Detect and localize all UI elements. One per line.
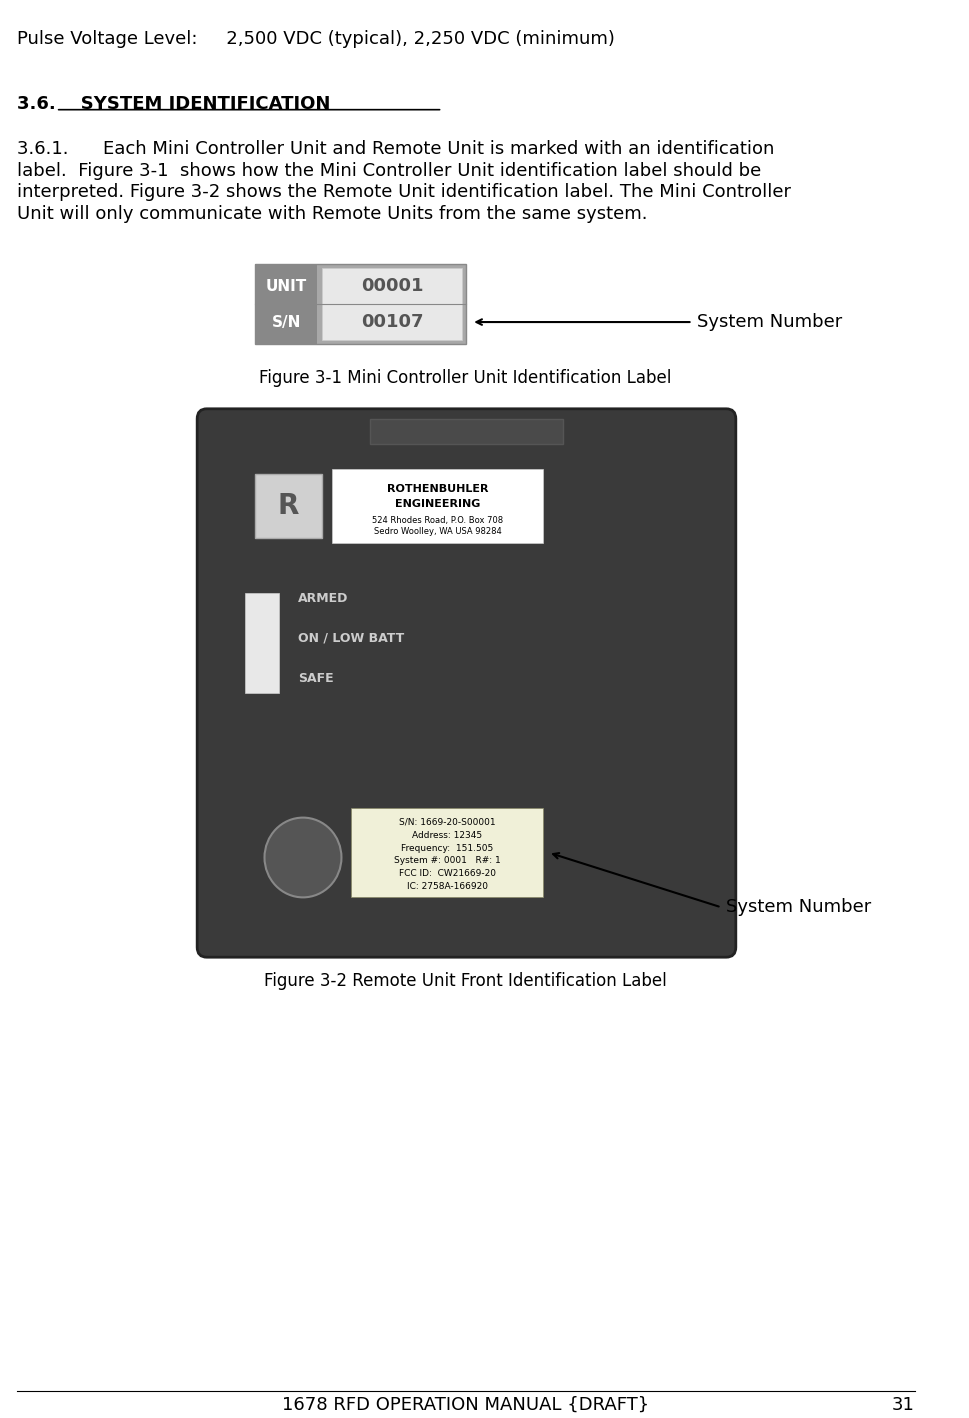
Bar [331, 468, 544, 543]
Text: 3.6.    SYSTEM IDENTIFICATION: 3.6. SYSTEM IDENTIFICATION [17, 95, 330, 112]
Text: System Number: System Number [726, 899, 871, 916]
Bar [351, 808, 544, 898]
Bar [255, 264, 466, 345]
Bar [370, 418, 563, 444]
Text: label.  Figure 3-1  shows how the Mini Controller Unit identification label shou: label. Figure 3-1 shows how the Mini Con… [17, 162, 762, 180]
Text: Sedro Woolley, WA USA 98284: Sedro Woolley, WA USA 98284 [374, 527, 502, 536]
Text: 00001: 00001 [360, 277, 423, 295]
Text: Pulse Voltage Level:     2,500 VDC (typical), 2,250 VDC (minimum): Pulse Voltage Level: 2,500 VDC (typical)… [17, 30, 615, 48]
Text: 524 Rhodes Road, P.O. Box 708: 524 Rhodes Road, P.O. Box 708 [372, 516, 503, 525]
Text: System #: 0001   R#: 1: System #: 0001 R#: 1 [393, 856, 501, 865]
Text: 00107: 00107 [360, 313, 423, 330]
Text: interpreted. Figure 3-2 shows the Remote Unit identification label. The Mini Con: interpreted. Figure 3-2 shows the Remote… [17, 183, 792, 201]
Text: Address: 12345: Address: 12345 [412, 831, 483, 839]
Text: ENGINEERING: ENGINEERING [395, 499, 481, 509]
Text: S/N: S/N [271, 315, 300, 329]
Text: ROTHENBUHLER: ROTHENBUHLER [387, 484, 488, 493]
Text: 31: 31 [891, 1395, 915, 1414]
Text: Figure 3-1 Mini Controller Unit Identification Label: Figure 3-1 Mini Controller Unit Identifi… [260, 369, 672, 387]
Text: System Number: System Number [698, 313, 843, 330]
Text: UNIT: UNIT [266, 279, 307, 294]
Bar [255, 264, 318, 345]
Text: Frequency:  151.505: Frequency: 151.505 [401, 844, 493, 852]
Text: 1678 RFD OPERATION MANUAL {DRAFT}: 1678 RFD OPERATION MANUAL {DRAFT} [282, 1395, 649, 1414]
Text: SAFE: SAFE [298, 672, 333, 685]
Text: Figure 3-2 Remote Unit Front Identification Label: Figure 3-2 Remote Unit Front Identificat… [265, 973, 667, 990]
Text: Unit will only communicate with Remote Units from the same system.: Unit will only communicate with Remote U… [17, 206, 648, 224]
Bar [255, 474, 323, 539]
FancyBboxPatch shape [197, 408, 735, 957]
Text: S/N: 1669-20-S00001: S/N: 1669-20-S00001 [399, 818, 495, 827]
Text: 3.6.1.      Each Mini Controller Unit and Remote Unit is marked with an identifi: 3.6.1. Each Mini Controller Unit and Rem… [17, 139, 774, 157]
Text: IC: 2758A-166920: IC: 2758A-166920 [407, 882, 487, 892]
Text: R: R [278, 492, 299, 520]
Text: ON / LOW BATT: ON / LOW BATT [298, 631, 404, 645]
Bar [323, 268, 461, 340]
Text: FCC ID:  CW21669-20: FCC ID: CW21669-20 [399, 869, 496, 879]
Circle shape [265, 818, 341, 898]
Text: ARMED: ARMED [298, 591, 349, 604]
Bar [245, 593, 279, 693]
